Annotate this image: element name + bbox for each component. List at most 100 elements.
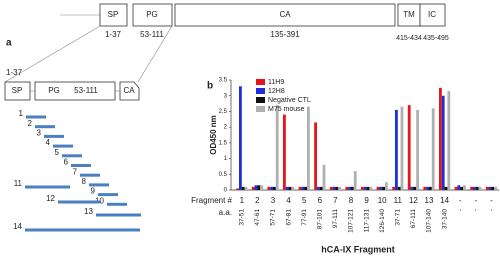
bar bbox=[348, 186, 351, 190]
bar bbox=[314, 122, 317, 190]
fragment-label: 3 bbox=[37, 129, 42, 138]
bar bbox=[485, 186, 489, 190]
x-tick-label: 9 bbox=[364, 196, 369, 205]
bar bbox=[236, 188, 239, 190]
fragment-bar bbox=[80, 173, 100, 177]
bar bbox=[273, 186, 276, 190]
fragment-label: 1 bbox=[19, 109, 24, 118]
aa-label: - bbox=[457, 209, 464, 211]
x-tick-label: 4 bbox=[286, 196, 291, 205]
bar bbox=[257, 185, 261, 190]
bar bbox=[363, 186, 367, 190]
domain-range: 415-434 bbox=[396, 35, 422, 42]
bar bbox=[351, 186, 354, 190]
bar bbox=[382, 186, 385, 190]
bar bbox=[491, 186, 495, 190]
aa-label: 97-111 bbox=[332, 209, 339, 229]
bar bbox=[454, 186, 458, 190]
bar bbox=[407, 105, 411, 190]
domain-range: 135-391 bbox=[270, 30, 300, 39]
fragment-bar bbox=[71, 164, 91, 167]
aa-label: 67-111 bbox=[410, 209, 417, 229]
bar bbox=[410, 186, 414, 190]
bar bbox=[335, 186, 339, 190]
legend-label: M75 mouse bbox=[268, 106, 305, 113]
domain-label: SP bbox=[12, 86, 23, 95]
bar bbox=[298, 186, 302, 190]
fragment-bar bbox=[98, 193, 118, 197]
aa-label: - bbox=[473, 209, 480, 211]
aa-label: 37-51 bbox=[239, 209, 246, 226]
bar bbox=[441, 95, 445, 190]
bar bbox=[353, 171, 357, 190]
pg-box bbox=[34, 81, 116, 101]
row-label: a.a. bbox=[219, 208, 232, 217]
bar bbox=[369, 186, 373, 190]
bar bbox=[457, 185, 461, 190]
fragment-label: 9 bbox=[91, 187, 96, 196]
domain-label: SP bbox=[108, 10, 119, 19]
domain-range: 435-495 bbox=[423, 35, 449, 42]
fragments: 1234567891011121314 bbox=[13, 109, 141, 232]
bar bbox=[400, 106, 404, 190]
bar bbox=[439, 87, 442, 190]
domain-label: TM bbox=[403, 10, 415, 19]
bar bbox=[332, 186, 336, 190]
row-label: Fragment # bbox=[191, 196, 232, 205]
panel-label: b bbox=[207, 81, 213, 92]
bar bbox=[307, 106, 310, 190]
aa-label: 77-91 bbox=[301, 209, 308, 226]
bar bbox=[285, 186, 289, 190]
bar bbox=[317, 186, 320, 190]
bar bbox=[260, 185, 263, 190]
fragment-label: 14 bbox=[13, 222, 22, 231]
bar bbox=[431, 108, 435, 190]
fragment-label: 6 bbox=[64, 158, 69, 167]
legend-swatch bbox=[256, 79, 265, 85]
bar bbox=[463, 185, 466, 190]
bar bbox=[488, 186, 492, 190]
legend-label: 11H9 bbox=[268, 79, 284, 86]
fragment-label: 4 bbox=[46, 138, 51, 147]
fragment-label: 7 bbox=[73, 167, 78, 176]
bar bbox=[413, 186, 417, 190]
bar bbox=[478, 186, 482, 190]
x-tick-label: - bbox=[474, 196, 477, 205]
x-tick-label: 5 bbox=[302, 196, 307, 205]
x-axis-title: hCA-IX Fragment bbox=[321, 244, 395, 254]
bar bbox=[426, 186, 429, 190]
x-tick-label: 11 bbox=[394, 196, 403, 205]
domain-label: IC bbox=[428, 10, 436, 19]
zoom-line bbox=[4, 25, 101, 83]
bar bbox=[270, 186, 273, 190]
y-tick-label: 2 bbox=[224, 125, 228, 131]
y-tick-label: 0.5 bbox=[219, 172, 228, 178]
bar bbox=[444, 186, 448, 190]
x-tick-label: 3 bbox=[271, 196, 276, 205]
x-tick-label: 8 bbox=[349, 196, 354, 205]
aa-label: - bbox=[488, 209, 495, 211]
aa-label: 67-81 bbox=[285, 209, 292, 226]
x-tick-label: 7 bbox=[333, 196, 338, 205]
bar bbox=[345, 186, 349, 190]
legend-swatch bbox=[256, 88, 265, 94]
aa-label: 107-121 bbox=[348, 209, 355, 233]
fragment-bar bbox=[25, 185, 70, 189]
bar bbox=[416, 109, 419, 190]
x-tick-label: 14 bbox=[440, 196, 449, 205]
fragment-bar bbox=[44, 134, 64, 138]
fragment-bar bbox=[107, 202, 127, 206]
domain-range: 53-111 bbox=[74, 86, 98, 95]
x-tick-label: 10 bbox=[378, 196, 387, 205]
bar bbox=[470, 186, 473, 190]
panel-label: a bbox=[6, 38, 12, 49]
bar bbox=[366, 186, 370, 190]
fragment-bar bbox=[96, 213, 141, 217]
x-tick-label: - bbox=[459, 196, 462, 205]
x-tick-label: 12 bbox=[409, 196, 418, 205]
bar bbox=[361, 186, 364, 190]
y-tick-label: 2.5 bbox=[219, 109, 228, 115]
bar bbox=[275, 105, 279, 190]
bar bbox=[376, 186, 380, 190]
